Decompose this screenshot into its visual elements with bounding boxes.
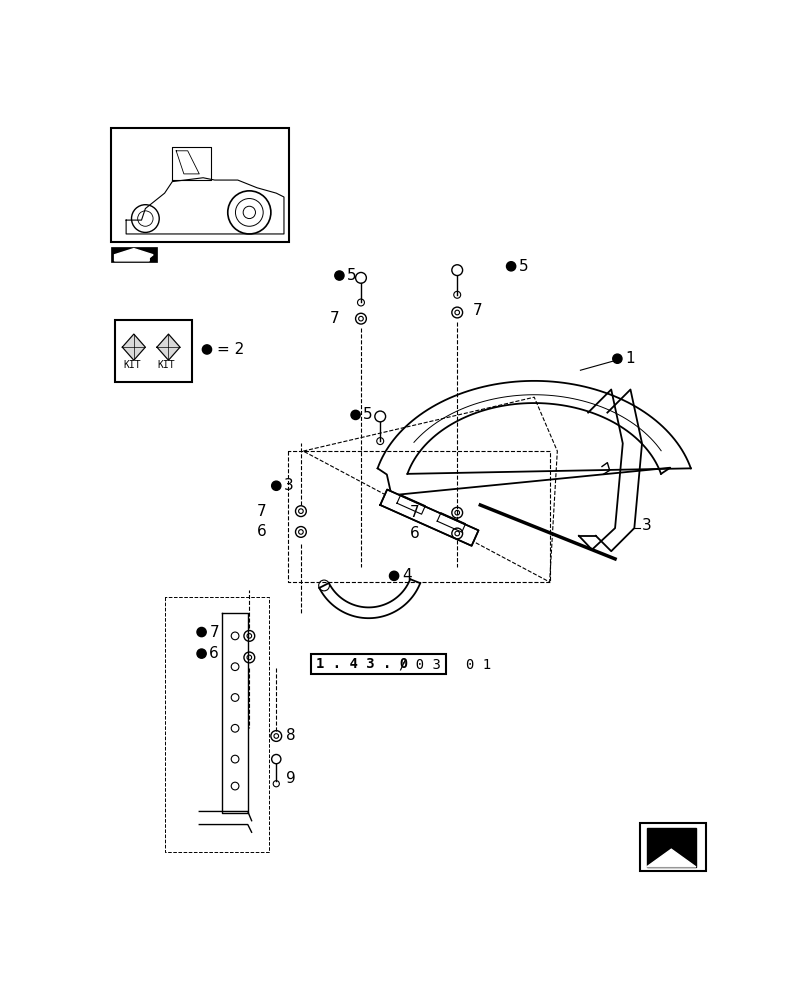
- Text: 5: 5: [364, 407, 373, 422]
- Text: 6: 6: [410, 526, 419, 541]
- Text: 1: 1: [625, 351, 635, 366]
- Bar: [641, 823, 706, 871]
- Circle shape: [389, 571, 398, 580]
- Polygon shape: [157, 334, 180, 360]
- Text: 7: 7: [410, 505, 419, 520]
- Text: 5: 5: [347, 268, 357, 283]
- Text: 4: 4: [402, 568, 411, 583]
- Polygon shape: [381, 490, 478, 546]
- Bar: [311, 654, 446, 674]
- Text: 8: 8: [286, 728, 296, 744]
- Text: / 0 3   0 1: / 0 3 0 1: [399, 657, 491, 671]
- Text: 3: 3: [284, 478, 294, 493]
- Bar: [115, 320, 191, 382]
- Circle shape: [197, 649, 206, 658]
- Circle shape: [197, 627, 206, 637]
- Text: 7: 7: [209, 625, 219, 640]
- Circle shape: [271, 481, 281, 490]
- Circle shape: [507, 262, 516, 271]
- Text: 7: 7: [257, 504, 267, 519]
- Circle shape: [612, 354, 622, 363]
- Polygon shape: [122, 334, 145, 360]
- Text: 3: 3: [642, 518, 652, 533]
- Text: 5: 5: [519, 259, 528, 274]
- Polygon shape: [646, 849, 696, 867]
- Circle shape: [202, 345, 212, 354]
- Text: 6: 6: [257, 524, 267, 539]
- Polygon shape: [115, 249, 153, 261]
- Circle shape: [351, 410, 360, 420]
- Text: 7: 7: [330, 311, 340, 326]
- Polygon shape: [646, 828, 696, 867]
- Text: 1 . 4 3 . 0: 1 . 4 3 . 0: [316, 657, 408, 671]
- Bar: [111, 247, 157, 262]
- Text: KIT: KIT: [158, 360, 175, 370]
- Text: = 2: = 2: [217, 342, 244, 357]
- Bar: [111, 128, 289, 242]
- Text: 6: 6: [209, 646, 219, 661]
- Text: 9: 9: [286, 771, 296, 786]
- Circle shape: [335, 271, 344, 280]
- Text: KIT: KIT: [123, 360, 141, 370]
- Text: 7: 7: [473, 303, 482, 318]
